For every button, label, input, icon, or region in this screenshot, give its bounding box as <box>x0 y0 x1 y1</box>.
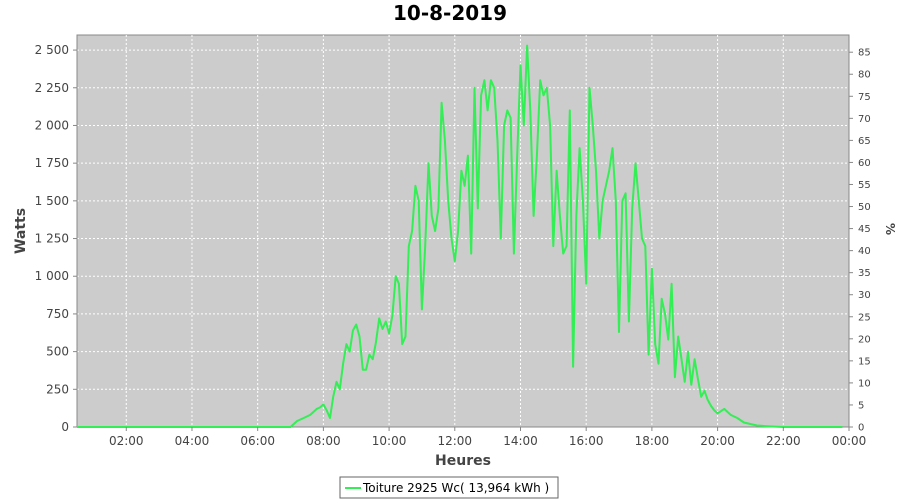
legend: Toiture 2925 Wc( 13,964 kWh ) <box>339 476 559 499</box>
x-tick-label: 18:00 <box>635 434 670 448</box>
x-tick-label: 10:00 <box>372 434 407 448</box>
y-right-tick-label: 70 <box>858 114 871 125</box>
y-right-tick-label: 40 <box>858 246 871 257</box>
y-right-tick-label: 5 <box>858 400 864 411</box>
legend-label: Toiture 2925 Wc( 13,964 kWh ) <box>362 481 549 495</box>
y-right-tick-label: 60 <box>858 158 871 169</box>
x-tick-label: 20:00 <box>700 434 735 448</box>
y-right-tick-label: 25 <box>858 312 871 323</box>
y-tick-label: 1 250 <box>35 232 69 246</box>
y-tick-label: 2 000 <box>35 118 69 132</box>
x-tick-label: 04:00 <box>175 434 210 448</box>
y-right-tick-label: 55 <box>858 180 871 191</box>
y-tick-label: 500 <box>46 345 69 359</box>
series-line-0 <box>77 44 843 428</box>
y-right-tick-label: 35 <box>858 268 871 279</box>
tick-labels: 02:00 04:00 06:00 08:00 10:00 12:00 14:00 16:00… <box>35 43 871 448</box>
y-right-tick-label: 10 <box>858 378 871 389</box>
y-right-tick-label: 15 <box>858 356 871 367</box>
y-tick-label: 750 <box>46 307 69 321</box>
x-tick-label: 08:00 <box>306 434 341 448</box>
y-tick-label: 0 <box>61 420 69 434</box>
y-tick-label: 1 500 <box>35 194 69 208</box>
y-axis-label: Watts <box>13 208 29 254</box>
y-tick-label: 2 250 <box>35 81 69 95</box>
y-right-tick-label: 75 <box>858 92 871 103</box>
chart-title: 10-8-2019 <box>393 1 507 25</box>
x-tick-label: 14:00 <box>503 434 538 448</box>
x-tick-label: 02:00 <box>109 434 144 448</box>
series-layer <box>77 44 843 428</box>
y-right-tick-label: 65 <box>858 136 871 147</box>
x-tick-label: 16:00 <box>569 434 604 448</box>
legend-box <box>339 476 559 499</box>
y-right-tick-label: 80 <box>858 70 871 81</box>
x-tick-label: 06:00 <box>240 434 275 448</box>
y-right-tick-label: 45 <box>858 224 871 235</box>
x-tick-label: 00:00 <box>832 434 867 448</box>
y-tick-label: 1 000 <box>35 269 69 283</box>
y-right-tick-label: 0 <box>858 423 864 434</box>
y-axis-right-label: % <box>883 223 897 235</box>
y-right-tick-label: 50 <box>858 202 871 213</box>
x-tick-label: 22:00 <box>766 434 801 448</box>
y-right-tick-label: 30 <box>858 290 871 301</box>
y-tick-label: 1 750 <box>35 156 69 170</box>
y-right-tick-label: 85 <box>858 48 871 59</box>
x-tick-label: 12:00 <box>437 434 472 448</box>
plot-area <box>76 34 850 428</box>
y-tick-label: 2 500 <box>35 43 69 57</box>
x-axis-label: Heures <box>435 453 491 469</box>
y-tick-label: 250 <box>46 382 69 396</box>
y-right-tick-label: 20 <box>858 334 871 345</box>
